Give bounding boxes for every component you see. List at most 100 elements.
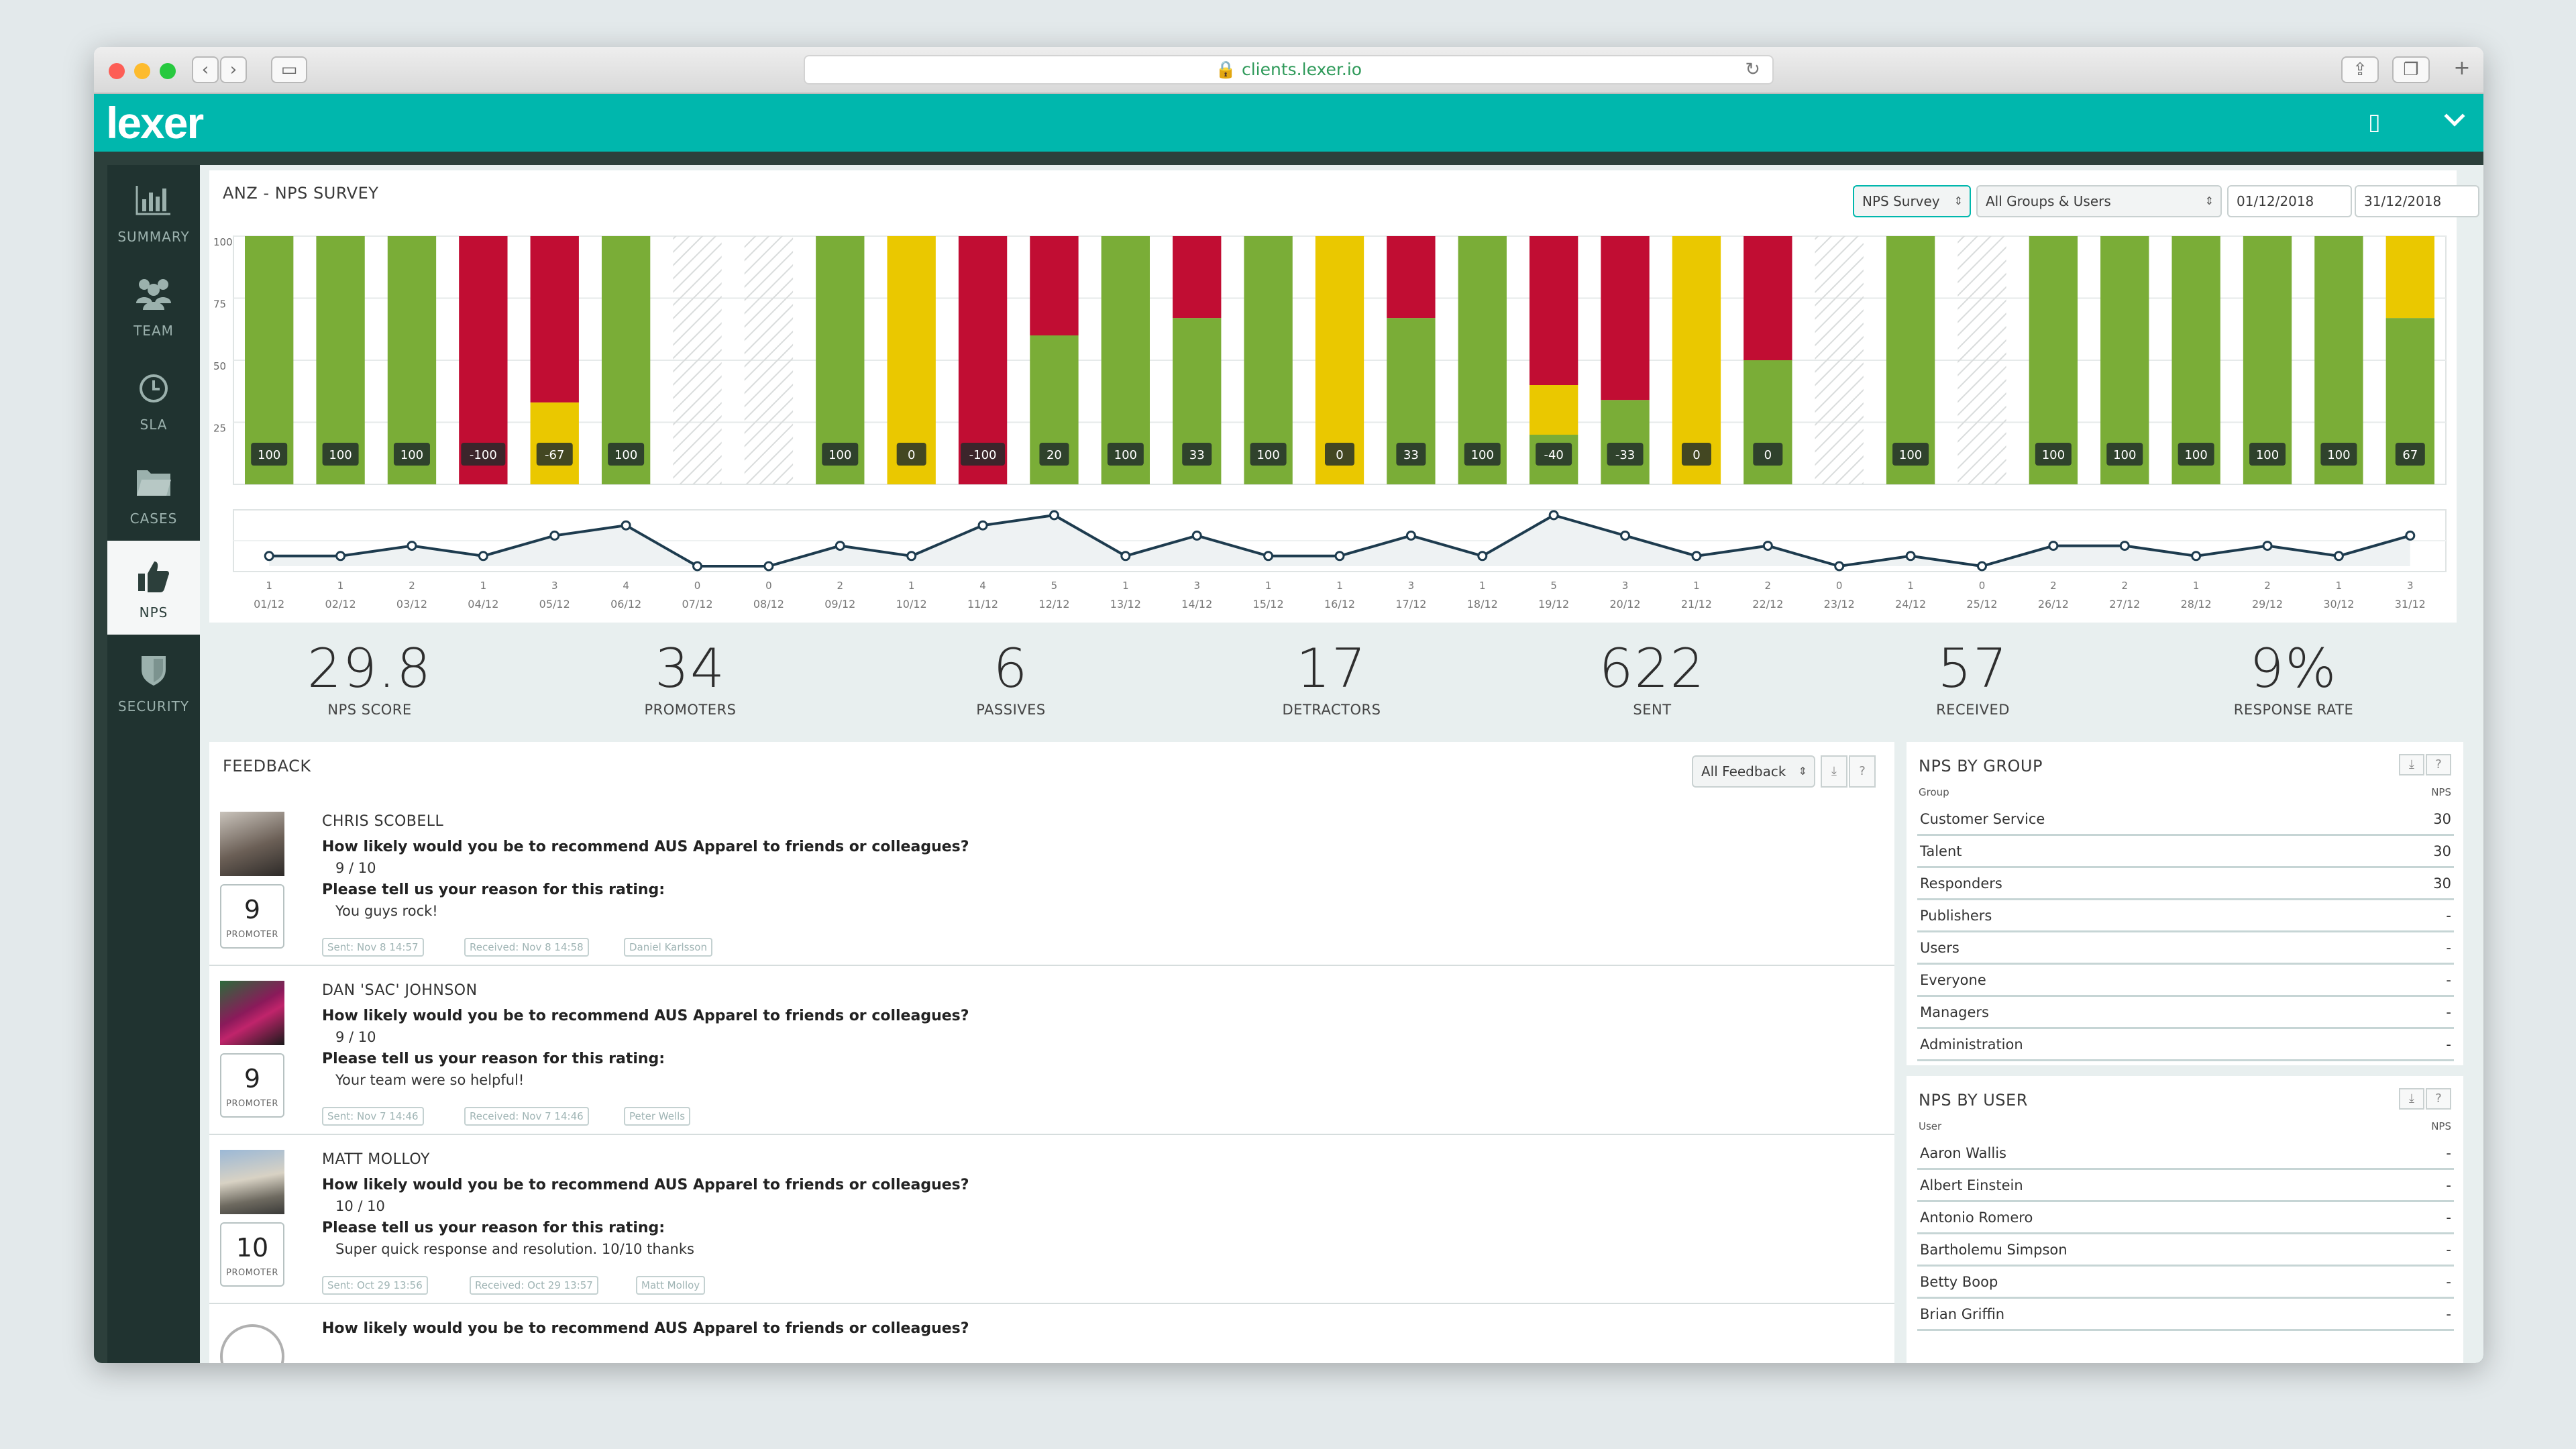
group-row[interactable]: Responders 30 xyxy=(1917,868,2454,900)
app-header: lexer ▯ xyxy=(94,94,2483,152)
group-row[interactable]: Users - xyxy=(1917,932,2454,965)
response-point xyxy=(1834,561,1845,572)
empty-bar xyxy=(1957,236,2006,484)
chevron-down-icon[interactable] xyxy=(2444,105,2465,127)
user-row[interactable]: Betty Boop - xyxy=(1917,1267,2454,1299)
response-point xyxy=(1548,510,1559,521)
user-column-header: User xyxy=(1919,1120,1942,1132)
stat-label: RECEIVED xyxy=(1936,702,2010,718)
y-tick-label: 75 xyxy=(213,299,226,311)
promoter-bar-segment xyxy=(1601,400,1650,484)
group-row[interactable]: Publishers - xyxy=(1917,900,2454,932)
help-button[interactable]: ? xyxy=(2426,1088,2451,1110)
response-point xyxy=(763,561,774,572)
agent-tag[interactable]: Peter Wells xyxy=(624,1107,691,1126)
x-tick-label: 07/12 xyxy=(682,598,712,610)
group-name: Managers xyxy=(1920,1004,1989,1020)
download-icon[interactable]: ⤓ xyxy=(2399,1088,2424,1110)
group-row[interactable]: Administration - xyxy=(1917,1029,2454,1061)
response-point xyxy=(835,541,845,551)
nps-data-label: 100 xyxy=(1256,448,1279,462)
download-icon[interactable]: ⤓ xyxy=(1821,755,1847,788)
nps-data-label-box xyxy=(1607,443,1644,466)
group-row[interactable]: Talent 30 xyxy=(1917,836,2454,868)
user-row[interactable]: Antonio Romero - xyxy=(1917,1202,2454,1234)
date-to-input[interactable]: 31/12/2018 xyxy=(2355,185,2479,217)
group-nps-value: 30 xyxy=(2433,811,2451,827)
response-count-label: 1 xyxy=(2336,580,2343,592)
response-point xyxy=(1620,530,1631,541)
help-button[interactable]: ? xyxy=(2426,754,2451,775)
nps-data-label-box xyxy=(536,443,573,466)
response-point xyxy=(621,520,631,531)
nps-data-label: 100 xyxy=(2042,448,2065,462)
minimize-window-button[interactable] xyxy=(134,63,150,79)
reload-icon[interactable]: ↻ xyxy=(1745,59,1760,80)
close-window-button[interactable] xyxy=(109,63,125,79)
stat-sent: 622 SENT xyxy=(1492,627,1813,727)
sidebar-item-security[interactable]: SECURITY xyxy=(107,635,200,729)
y-tick-label: 25 xyxy=(213,423,226,435)
sidebar-item-nps[interactable]: NPS xyxy=(107,541,200,635)
tabs-icon[interactable]: ❐ xyxy=(2392,56,2430,83)
group-select[interactable]: All Groups & Users ⇕ xyxy=(1976,185,2222,217)
url-bar[interactable]: 🔒 clients.lexer.io ↻ xyxy=(804,55,1774,85)
sidebar-item-team[interactable]: TEAM xyxy=(107,259,200,353)
response-count-label: 3 xyxy=(551,580,558,592)
new-tab-icon[interactable]: + xyxy=(2453,56,2471,80)
nps-data-label-box xyxy=(1250,443,1287,466)
reason-answer: Super quick response and resolution. 10/… xyxy=(335,1241,694,1257)
agent-tag[interactable]: Daniel Karlsson xyxy=(624,938,712,957)
response-point xyxy=(1191,530,1202,541)
x-tick-label: 13/12 xyxy=(1110,598,1141,610)
user-row[interactable]: Albert Einstein - xyxy=(1917,1170,2454,1202)
nps-by-group-panel: NPS BY GROUP ⤓ ? Group NPS Customer Serv… xyxy=(1907,742,2463,1065)
survey-select[interactable]: NPS Survey ⇕ xyxy=(1853,185,1971,217)
forward-icon[interactable]: › xyxy=(220,56,247,83)
back-icon[interactable]: ‹ xyxy=(192,56,219,83)
survey-question: How likely would you be to recommend AUS… xyxy=(322,1320,969,1337)
group-row[interactable]: Customer Service 30 xyxy=(1917,804,2454,836)
help-button[interactable]: ? xyxy=(1849,755,1876,788)
device-icon[interactable]: ▯ xyxy=(2368,109,2381,136)
group-nps-value: 30 xyxy=(2433,843,2451,859)
user-row[interactable]: Aaron Wallis - xyxy=(1917,1138,2454,1170)
nps-data-label: 100 xyxy=(1114,448,1137,462)
detractor-bar-segment xyxy=(1601,236,1650,400)
stats-row: 29.8 NPS SCORE 34 PROMOTERS 6 PASSIVES 17 DE… xyxy=(209,627,2457,727)
response-count-label: 4 xyxy=(623,580,629,592)
agent-tag[interactable]: Matt Molloy xyxy=(636,1276,706,1295)
date-from-input[interactable]: 01/12/2018 xyxy=(2227,185,2352,217)
response-point xyxy=(1691,551,1702,561)
share-icon[interactable]: ⇪ xyxy=(2341,56,2379,83)
response-point xyxy=(2405,530,2416,541)
response-count-label: 1 xyxy=(1693,580,1700,592)
group-row[interactable]: Managers - xyxy=(1917,997,2454,1029)
maximize-window-button[interactable] xyxy=(160,63,176,79)
response-point xyxy=(1263,551,1274,561)
response-count-label: 2 xyxy=(2264,580,2271,592)
feedback-filter-select[interactable]: All Feedback ⇕ xyxy=(1692,755,1815,788)
sidebar-item-summary[interactable]: SUMMARY xyxy=(107,165,200,259)
group-nps-value: - xyxy=(2446,1036,2451,1053)
reason-answer: You guys rock! xyxy=(335,903,438,919)
nps-data-label-box xyxy=(461,443,506,466)
x-tick-label: 24/12 xyxy=(1895,598,1926,610)
sidebar: SUMMARY TEAM SLA CASES xyxy=(107,165,200,1363)
response-point xyxy=(264,551,274,561)
download-icon[interactable]: ⤓ xyxy=(2399,754,2424,775)
user-row[interactable]: Bartholemu Simpson - xyxy=(1917,1234,2454,1267)
sidebar-toggle-icon[interactable]: ▭ xyxy=(271,56,307,83)
response-count-label: 1 xyxy=(1265,580,1272,592)
sidebar-item-cases[interactable]: CASES xyxy=(107,447,200,541)
group-row[interactable]: Everyone - xyxy=(1917,965,2454,997)
date-to-value: 31/12/2018 xyxy=(2364,193,2442,209)
x-tick-label: 20/12 xyxy=(1609,598,1640,610)
group-nps-value: - xyxy=(2446,908,2451,924)
sidebar-item-sla[interactable]: SLA xyxy=(107,353,200,447)
nps-by-user-title: NPS BY USER xyxy=(1919,1091,2028,1110)
user-row[interactable]: Brian Griffin - xyxy=(1917,1299,2454,1331)
survey-question: How likely would you be to recommend AUS… xyxy=(322,839,969,855)
lexer-logo[interactable]: lexer xyxy=(106,101,204,145)
